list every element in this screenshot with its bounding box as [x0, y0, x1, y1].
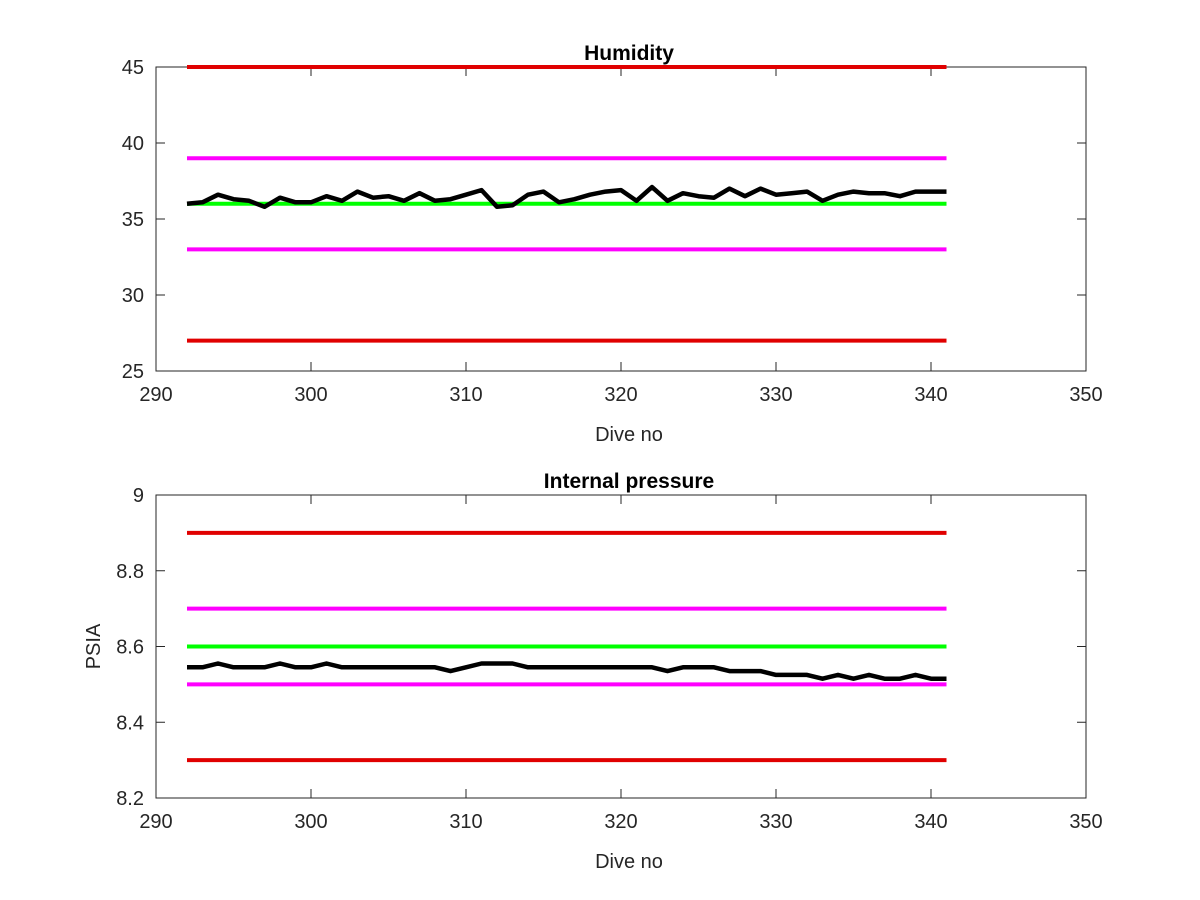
chart-title: Humidity: [584, 42, 674, 65]
x-axis-label: Dive no: [595, 851, 663, 873]
x-tick-label: 310: [449, 811, 482, 833]
x-axis-label: Dive no: [595, 424, 663, 446]
y-tick-label: 25: [122, 361, 144, 383]
y-axis-label: PSIA: [83, 623, 105, 669]
data-series-line: [187, 661, 947, 681]
x-tick-label: 320: [604, 384, 637, 406]
y-tick-label: 9: [133, 485, 144, 507]
y-tick-label: 8.4: [116, 712, 144, 734]
x-tick-label: 350: [1069, 811, 1102, 833]
axes-frame: [155, 66, 1087, 372]
x-tick-label: 350: [1069, 384, 1102, 406]
y-tick-label: 30: [122, 285, 144, 307]
x-tick-label: 330: [759, 384, 792, 406]
data-series-line: [186, 184, 947, 210]
y-tick-label: 40: [122, 133, 144, 155]
x-tick-label: 300: [294, 811, 327, 833]
y-tick-label: 45: [122, 57, 144, 79]
internal-pressure-panel: 290 300 310 320 330 340 350 8.2 8.4 8.6 8.8 9 Intern…: [83, 470, 1103, 873]
x-tick-label: 290: [139, 811, 172, 833]
y-tick-label: 8.6: [116, 637, 144, 659]
humidity-panel: 290 300 310 320 330 340 350 25 30 35 40 45 Humidity D…: [122, 42, 1103, 446]
x-tick-label: 310: [449, 384, 482, 406]
y-tick-label: 8.8: [116, 561, 144, 583]
x-tick-label: 330: [759, 811, 792, 833]
x-tick-label: 340: [914, 811, 947, 833]
y-tick-label: 8.2: [116, 788, 144, 810]
x-tick-label: 320: [604, 811, 637, 833]
x-tick-label: 300: [294, 384, 327, 406]
x-tick-label: 290: [139, 384, 172, 406]
chart-title: Internal pressure: [544, 470, 714, 493]
y-tick-label: 35: [122, 209, 144, 231]
x-tick-label: 340: [914, 384, 947, 406]
